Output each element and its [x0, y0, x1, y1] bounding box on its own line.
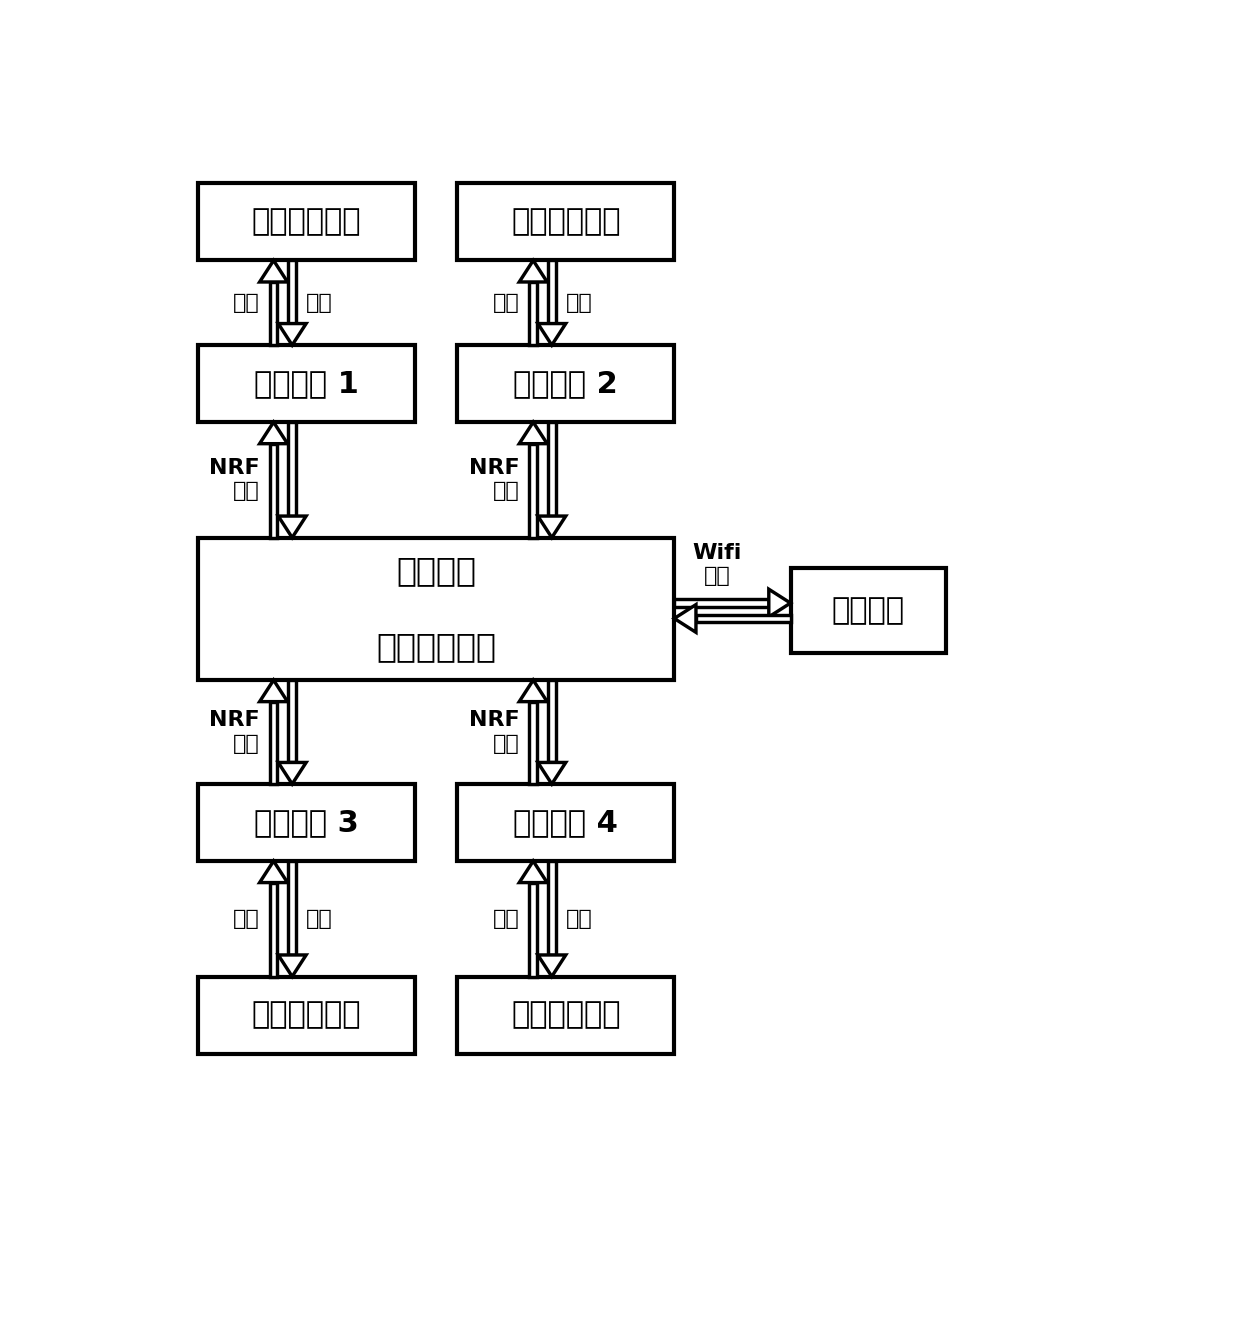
- Bar: [548, 422, 556, 516]
- Bar: [270, 701, 278, 784]
- Text: 主控制器

（汇聚节点）: 主控制器 （汇聚节点）: [376, 554, 496, 664]
- Polygon shape: [538, 955, 565, 977]
- Text: 控制: 控制: [492, 293, 520, 313]
- Text: 子控制器 2: 子控制器 2: [513, 369, 618, 398]
- Bar: [548, 860, 556, 955]
- Bar: [675, 600, 769, 607]
- Text: 控制: 控制: [306, 908, 332, 929]
- Text: NRF
传输: NRF 传输: [469, 458, 520, 501]
- Polygon shape: [675, 605, 696, 632]
- Bar: [270, 282, 278, 345]
- Text: 反馈: 反馈: [492, 908, 520, 929]
- Text: 子控制器 4: 子控制器 4: [513, 808, 619, 838]
- Bar: [288, 860, 296, 955]
- Bar: [197, 537, 675, 680]
- Polygon shape: [278, 955, 306, 977]
- Bar: [458, 345, 675, 422]
- Text: 反馈: 反馈: [233, 908, 259, 929]
- Text: 智能手机: 智能手机: [832, 596, 904, 625]
- Polygon shape: [520, 422, 547, 444]
- Bar: [548, 261, 556, 323]
- Bar: [529, 883, 537, 977]
- Text: 子控制器 3: 子控制器 3: [254, 808, 358, 838]
- Bar: [458, 977, 675, 1054]
- Text: 控制: 控制: [565, 908, 593, 929]
- Bar: [548, 680, 556, 763]
- Bar: [197, 345, 414, 422]
- Text: 反馈: 反馈: [306, 293, 332, 313]
- Text: 反馈: 反馈: [565, 293, 593, 313]
- Bar: [696, 615, 791, 623]
- Text: NRF
传输: NRF 传输: [210, 458, 259, 501]
- Polygon shape: [520, 680, 547, 701]
- Bar: [529, 444, 537, 537]
- Polygon shape: [769, 589, 791, 617]
- Polygon shape: [538, 763, 565, 784]
- Polygon shape: [278, 323, 306, 345]
- Bar: [529, 701, 537, 784]
- Polygon shape: [259, 422, 288, 444]
- Polygon shape: [278, 516, 306, 537]
- Polygon shape: [278, 763, 306, 784]
- Text: 阻抗测试模块: 阻抗测试模块: [252, 207, 361, 236]
- Polygon shape: [259, 680, 288, 701]
- Polygon shape: [538, 516, 565, 537]
- Bar: [529, 282, 537, 345]
- Bar: [270, 444, 278, 537]
- Text: NRF
传输: NRF 传输: [210, 711, 259, 754]
- Bar: [197, 977, 414, 1054]
- Polygon shape: [259, 860, 288, 883]
- Bar: [270, 883, 278, 977]
- Bar: [288, 680, 296, 763]
- Text: Wifi
连接: Wifi 连接: [692, 542, 742, 587]
- Text: 阻抗测试模块: 阻抗测试模块: [511, 207, 620, 236]
- Bar: [197, 784, 414, 860]
- Text: 阻抗测试模块: 阻抗测试模块: [511, 1001, 620, 1030]
- Polygon shape: [259, 261, 288, 282]
- Bar: [197, 183, 414, 261]
- Bar: [791, 568, 945, 653]
- Polygon shape: [520, 261, 547, 282]
- Bar: [458, 183, 675, 261]
- Text: NRF
传输: NRF 传输: [469, 711, 520, 754]
- Text: 子控制器 1: 子控制器 1: [254, 369, 358, 398]
- Bar: [288, 422, 296, 516]
- Polygon shape: [538, 323, 565, 345]
- Polygon shape: [520, 860, 547, 883]
- Bar: [288, 261, 296, 323]
- Text: 控制: 控制: [233, 293, 259, 313]
- Text: 阻抗测试模块: 阻抗测试模块: [252, 1001, 361, 1030]
- Bar: [458, 784, 675, 860]
